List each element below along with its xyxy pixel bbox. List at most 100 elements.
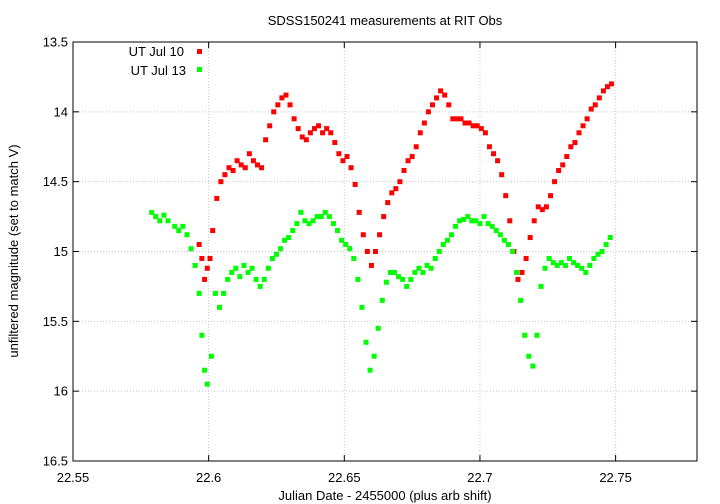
data-point-ut-jul-13 (188, 246, 194, 252)
data-point-ut-jul-10 (377, 232, 383, 238)
tick-layer: 22.55 22.6 22.65 22.7 22.75 13.5 14 14.5 15 15.5 1… (43, 35, 697, 485)
data-point-ut-jul-10 (539, 207, 545, 213)
data-point-ut-jul-13 (566, 255, 572, 261)
data-point-ut-jul-10 (368, 262, 374, 268)
data-point-ut-jul-13 (343, 242, 349, 248)
data-point-ut-jul-10 (515, 276, 521, 282)
data-point-ut-jul-13 (448, 232, 454, 238)
data-point-ut-jul-13 (233, 265, 239, 271)
data-point-ut-jul-10 (381, 214, 387, 220)
data-point-ut-jul-13 (269, 255, 275, 261)
data-point-ut-jul-10 (446, 102, 452, 108)
data-point-ut-jul-13 (505, 242, 511, 248)
data-point-ut-jul-13 (261, 276, 267, 282)
data-point-ut-jul-13 (546, 255, 552, 261)
data-point-ut-jul-10 (580, 123, 586, 129)
data-point-ut-jul-13 (542, 265, 548, 271)
data-point-ut-jul-10 (340, 158, 346, 164)
legend-swatch-jul10 (197, 49, 202, 54)
data-point-ut-jul-13 (208, 353, 214, 359)
data-point-ut-jul-10 (434, 95, 440, 101)
data-point-ut-jul-13 (371, 353, 377, 359)
data-point-ut-jul-13 (595, 251, 601, 257)
data-point-ut-jul-10 (324, 126, 330, 132)
data-point-ut-jul-10 (210, 228, 216, 234)
data-point-ut-jul-13 (432, 255, 438, 261)
data-point-ut-jul-13 (485, 221, 491, 227)
data-point-ut-jul-13 (249, 265, 255, 271)
data-point-ut-jul-13 (196, 290, 202, 296)
data-point-ut-jul-10 (295, 126, 301, 132)
data-point-ut-jul-10 (348, 165, 354, 171)
data-point-ut-jul-10 (214, 195, 220, 201)
data-point-ut-jul-10 (503, 193, 509, 199)
data-point-ut-jul-10 (316, 123, 322, 129)
data-point-ut-jul-13 (489, 223, 495, 229)
data-point-ut-jul-10 (543, 204, 549, 210)
data-point-ut-jul-10 (596, 95, 602, 101)
data-point-ut-jul-10 (307, 130, 313, 136)
data-point-ut-jul-13 (461, 216, 467, 222)
x-axis-label: Julian Date - 2455000 (plus arb shift) (278, 488, 491, 503)
grid-layer (73, 42, 697, 461)
data-point-ut-jul-13 (400, 276, 406, 282)
data-point-ut-jul-13 (351, 255, 357, 261)
data-point-ut-jul-10 (438, 88, 444, 94)
data-point-ut-jul-10 (234, 158, 240, 164)
data-point-ut-jul-10 (328, 130, 334, 136)
data-point-ut-jul-10 (421, 120, 427, 126)
data-point-ut-jul-10 (373, 249, 379, 254)
data-point-ut-jul-10 (267, 123, 273, 129)
data-point-ut-jul-13 (424, 262, 430, 268)
data-point-ut-jul-10 (491, 151, 497, 157)
data-point-ut-jul-13 (534, 332, 540, 338)
data-point-ut-jul-10 (279, 95, 285, 101)
data-point-ut-jul-10 (271, 109, 277, 115)
data-point-ut-jul-13 (257, 283, 263, 289)
data-point-ut-jul-13 (363, 339, 369, 345)
data-point-ut-jul-10 (242, 165, 248, 171)
data-point-ut-jul-13 (355, 276, 361, 282)
data-point-ut-jul-13 (538, 283, 544, 289)
data-point-ut-jul-10 (466, 120, 472, 126)
data-point-ut-jul-13 (202, 367, 208, 373)
data-point-ut-jul-13 (477, 221, 483, 227)
data-point-ut-jul-10 (204, 265, 210, 271)
data-point-ut-jul-10 (303, 137, 309, 143)
data-point-ut-jul-10 (547, 193, 553, 199)
data-point-ut-jul-10 (507, 218, 513, 224)
x-tick-label: 22.6 (196, 470, 221, 485)
data-point-ut-jul-10 (299, 134, 305, 140)
data-point-ut-jul-10 (222, 172, 228, 178)
data-point-ut-jul-13 (465, 214, 471, 220)
data-point-ut-jul-10 (535, 204, 541, 210)
data-point-ut-jul-10 (238, 162, 244, 168)
data-point-ut-jul-13 (149, 209, 155, 215)
data-point-ut-jul-13 (265, 265, 271, 271)
data-point-ut-jul-13 (473, 218, 479, 224)
data-point-ut-jul-10 (320, 130, 326, 136)
data-point-ut-jul-10 (332, 140, 338, 146)
data-point-ut-jul-13 (330, 221, 336, 227)
data-point-ut-jul-10 (486, 144, 492, 150)
data-point-ut-jul-13 (217, 304, 223, 310)
data-point-ut-jul-13 (282, 237, 288, 243)
data-point-ut-jul-10 (254, 162, 260, 168)
data-point-ut-jul-13 (294, 221, 300, 227)
data-point-ut-jul-10 (519, 269, 525, 275)
data-point-ut-jul-10 (356, 209, 362, 215)
data-point-ut-jul-10 (405, 158, 411, 164)
data-point-ut-jul-10 (352, 181, 358, 187)
data-point-ut-jul-10 (389, 190, 395, 196)
data-point-ut-jul-13 (286, 235, 292, 241)
data-point-ut-jul-13 (404, 283, 410, 289)
data-point-ut-jul-13 (526, 353, 532, 359)
data-point-ut-jul-10 (450, 116, 456, 122)
data-point-ut-jul-13 (318, 214, 324, 220)
data-point-ut-jul-10 (401, 167, 407, 173)
data-point-ut-jul-13 (387, 269, 393, 275)
data-point-ut-jul-10 (482, 130, 488, 136)
data-point-ut-jul-10 (230, 167, 236, 173)
y-tick-label: 14 (54, 104, 68, 119)
